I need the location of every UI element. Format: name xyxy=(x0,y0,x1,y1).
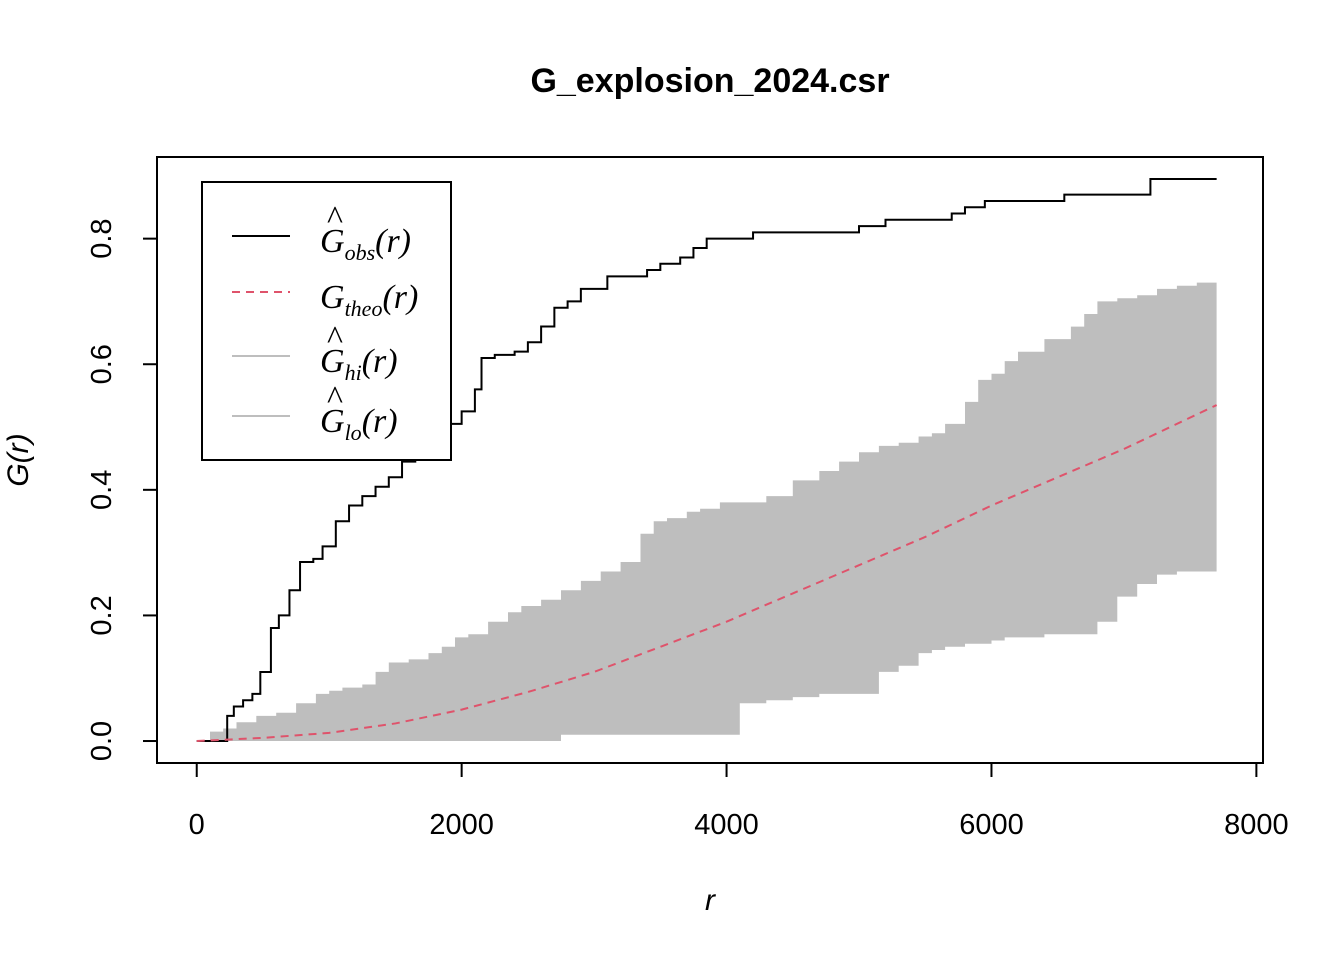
x-tick-label: 0 xyxy=(189,809,205,841)
chart-title: G_explosion_2024.csr xyxy=(530,62,889,100)
x-axis: 0 2000 4000 6000 8000 xyxy=(189,762,1289,841)
y-tick-label: 0.4 xyxy=(86,470,118,510)
y-tick-label: 0.0 xyxy=(86,721,118,761)
legend-hat-lo: ^ xyxy=(327,380,343,417)
legend-label-theo: Gtheo(r) xyxy=(320,279,418,321)
x-tick-label: 2000 xyxy=(429,809,494,841)
legend-label-obs: Gobs(r) xyxy=(320,223,411,265)
y-tick-label: 0.6 xyxy=(86,344,118,384)
legend-box xyxy=(201,181,452,461)
y-tick-label: 0.8 xyxy=(86,218,118,258)
envelope-layer xyxy=(196,276,1217,741)
y-tick-label: 0.2 xyxy=(86,595,118,635)
x-tick-label: 8000 xyxy=(1224,809,1289,841)
series-theo-line xyxy=(196,404,1218,743)
legend-hat-hi: ^ xyxy=(327,320,343,357)
legend-hat-obs: ^ xyxy=(327,200,343,237)
legend-label-lo: Glo(r) xyxy=(320,403,398,445)
y-axis-label: G(r) xyxy=(2,433,35,486)
x-axis-label: r xyxy=(705,884,716,917)
series-layer xyxy=(196,177,1218,743)
legend-label-hi: Ghi(r) xyxy=(320,343,398,385)
x-tick-label: 4000 xyxy=(694,809,759,841)
envelope-band xyxy=(196,276,1217,741)
series-obs-line xyxy=(196,177,1217,743)
x-tick-label: 6000 xyxy=(959,809,1024,841)
legend: Gobs(r)^Gtheo(r)Ghi(r)^Glo(r)^ xyxy=(201,181,452,461)
y-axis: 0.0 0.2 0.4 0.6 0.8 xyxy=(86,218,158,761)
